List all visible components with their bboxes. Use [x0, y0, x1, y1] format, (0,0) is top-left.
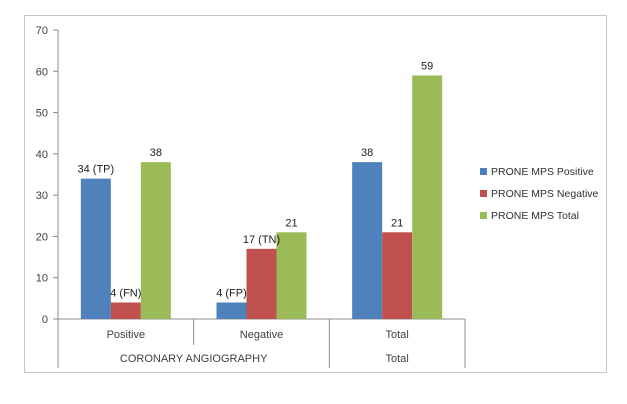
x-category-label: Total — [386, 329, 409, 341]
data-label: 38 — [150, 147, 162, 159]
bar — [216, 302, 247, 319]
y-tick-label: 20 — [36, 231, 48, 243]
data-label: 38 — [361, 147, 373, 159]
data-label: 59 — [421, 60, 433, 72]
legend-swatch — [480, 190, 487, 197]
bar — [276, 232, 307, 319]
y-tick-label: 60 — [36, 66, 48, 78]
y-tick-label: 10 — [36, 273, 48, 285]
x-category-label: Negative — [240, 329, 283, 341]
x-group-label: CORONARY ANGIOGRAPHY — [120, 353, 268, 365]
bar — [140, 162, 171, 319]
data-label: 4 (FP) — [216, 287, 247, 299]
bar — [110, 302, 141, 319]
category-layer: Positive Negative Total CORONARY ANGIOGRAPH… — [107, 329, 409, 365]
legend: PRONE MPS Positive PRONE MPS Negative PRON… — [480, 166, 599, 222]
legend-label: PRONE MPS Positive — [491, 166, 594, 178]
y-tick-label: 50 — [36, 108, 48, 120]
x-category-label: Positive — [107, 329, 146, 341]
data-label-layer: 34 (TP) 4 (FP) 38 4 (FN) 17 (TN) 21 38 21 59 — [77, 60, 433, 299]
bar-layer — [80, 75, 443, 320]
legend-swatch — [480, 212, 487, 219]
bar — [352, 162, 383, 319]
bar — [382, 232, 413, 319]
y-tick-label: 40 — [36, 149, 48, 161]
data-label: 4 (FN) — [110, 287, 141, 299]
data-label: 21 — [391, 217, 403, 229]
y-tick-label: 0 — [42, 314, 48, 326]
y-tick-label: 70 — [36, 25, 48, 37]
data-label: 17 (TN) — [243, 234, 280, 246]
bar — [412, 75, 443, 320]
legend-label: PRONE MPS Total — [491, 210, 579, 222]
legend-swatch — [480, 168, 487, 175]
data-label: 21 — [285, 217, 297, 229]
bar — [80, 178, 111, 319]
legend-label: PRONE MPS Negative — [491, 188, 599, 200]
bar — [246, 248, 277, 319]
data-label: 34 (TP) — [77, 164, 114, 176]
x-group-label: Total — [386, 353, 409, 365]
y-tick-label: 30 — [36, 190, 48, 202]
